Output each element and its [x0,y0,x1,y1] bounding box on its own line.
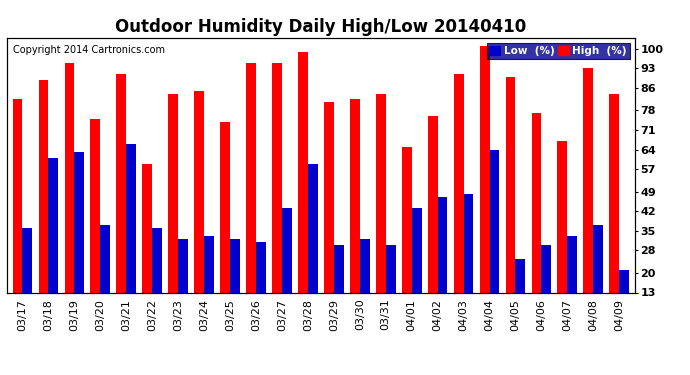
Bar [142,164,152,329]
Bar [567,237,578,329]
Bar [48,158,58,329]
Bar [609,93,619,329]
Bar [246,63,256,329]
Title: Outdoor Humidity Daily High/Low 20140410: Outdoor Humidity Daily High/Low 20140410 [115,18,526,36]
Bar [515,259,525,329]
Bar [117,74,126,329]
Bar [23,228,32,329]
Bar [489,150,500,329]
Bar [100,225,110,329]
Bar [412,209,422,329]
Bar [402,147,412,329]
Bar [39,80,48,329]
Bar [64,63,75,329]
Bar [386,245,395,329]
Bar [220,122,230,329]
Bar [558,141,567,329]
Bar [324,102,334,329]
Bar [454,74,464,329]
Bar [437,197,448,329]
Bar [506,77,515,329]
Bar [75,152,84,329]
Bar [194,91,204,329]
Bar [168,93,178,329]
Bar [298,51,308,329]
Bar [428,116,437,329]
Bar [584,68,593,329]
Bar [480,46,489,329]
Bar [152,228,162,329]
Bar [256,242,266,329]
Bar [542,245,551,329]
Bar [464,194,473,329]
Bar [359,239,370,329]
Bar [230,239,240,329]
Bar [178,239,188,329]
Bar [376,93,386,329]
Bar [12,99,23,329]
Bar [90,119,100,329]
Bar [272,63,282,329]
Bar [350,99,359,329]
Bar [126,144,136,329]
Bar [619,270,629,329]
Legend: Low  (%), High  (%): Low (%), High (%) [487,43,629,59]
Bar [308,164,317,329]
Bar [282,209,292,329]
Bar [593,225,603,329]
Bar [204,237,214,329]
Text: Copyright 2014 Cartronics.com: Copyright 2014 Cartronics.com [13,45,165,55]
Bar [531,113,542,329]
Bar [334,245,344,329]
